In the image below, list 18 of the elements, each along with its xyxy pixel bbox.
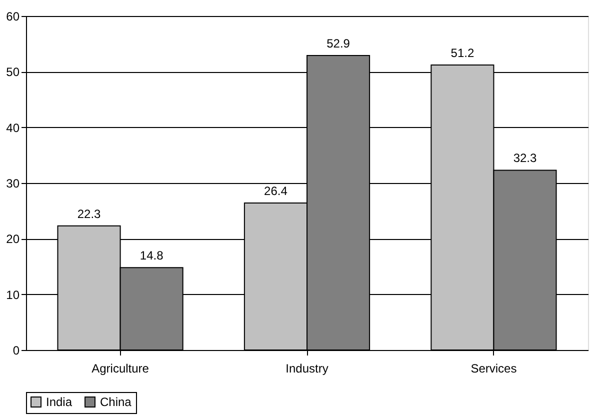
y-tick-label: 0 <box>12 344 20 358</box>
y-tick-label: 20 <box>6 232 20 246</box>
y-tick-label: 10 <box>6 288 20 302</box>
legend-label: China <box>100 395 132 409</box>
data-label: 52.9 <box>326 36 350 51</box>
y-tick-label: 50 <box>6 65 20 80</box>
y-tick-label: 30 <box>6 176 20 190</box>
data-label: 22.3 <box>77 206 102 221</box>
x-tick-label: Agriculture <box>92 362 150 376</box>
data-label: 26.4 <box>264 184 288 198</box>
legend-label: India <box>46 395 72 409</box>
x-tick-label: Services <box>470 362 517 376</box>
data-label: 32.3 <box>513 151 537 166</box>
y-tick-label: 60 <box>6 10 20 24</box>
data-label: 14.8 <box>140 248 164 263</box>
y-tick-label: 40 <box>6 120 20 135</box>
data-label: 51.2 <box>450 46 474 60</box>
x-tick-label: Industry <box>286 362 328 376</box>
